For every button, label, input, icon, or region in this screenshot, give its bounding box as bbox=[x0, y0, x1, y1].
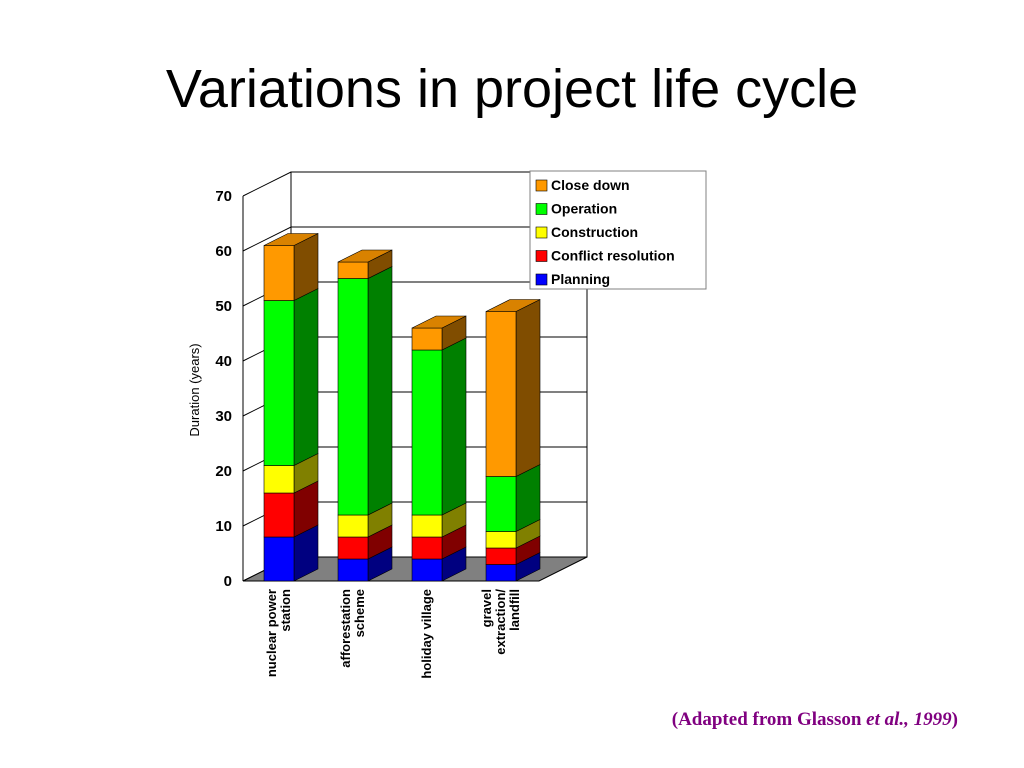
bar-close-down-front bbox=[337, 261, 369, 279]
y-tick-label: 60 bbox=[215, 243, 232, 260]
bar-operation-side bbox=[293, 288, 319, 466]
x-category-label: holiday village bbox=[419, 589, 434, 679]
bars-group bbox=[263, 233, 541, 582]
bar-top bbox=[263, 233, 319, 246]
citation-suffix: ) bbox=[951, 709, 958, 730]
bar-close-down-front bbox=[485, 311, 517, 477]
bar-planning-front bbox=[337, 558, 369, 582]
bar-close-down-front bbox=[263, 245, 295, 301]
x-category-label: gravelextraction/landfill bbox=[479, 589, 522, 655]
y-tick-label: 30 bbox=[215, 408, 232, 425]
y-axis-ticks: 0 10 20 30 40 50 60 70 bbox=[215, 188, 232, 590]
bar-top bbox=[337, 249, 393, 263]
bar-construction-front bbox=[337, 514, 369, 538]
bar-operation-front bbox=[263, 300, 295, 466]
bar-stack bbox=[485, 299, 541, 582]
legend-swatch-planning bbox=[535, 273, 548, 286]
bar-construction-front bbox=[263, 465, 295, 494]
bar-conflict-resolution-front bbox=[337, 536, 369, 560]
y-tick-label: 20 bbox=[215, 463, 232, 480]
legend-label-operation: Operation bbox=[551, 201, 617, 217]
legend-label-conflict-resolution: Conflict resolution bbox=[551, 248, 675, 264]
y-tick-label: 70 bbox=[215, 188, 232, 205]
y-tick-label: 0 bbox=[224, 573, 232, 590]
x-axis-labels: nuclear powerstation afforestationscheme h… bbox=[264, 589, 522, 679]
bar-operation-front bbox=[411, 349, 443, 516]
bar-operation-front bbox=[337, 278, 369, 516]
citation-italic: et al., 1999 bbox=[866, 709, 952, 730]
bar-construction-front bbox=[485, 531, 517, 549]
legend: Close down Operation Construction Conflict … bbox=[529, 170, 707, 290]
y-tick-label: 40 bbox=[215, 353, 232, 370]
bar-operation-side bbox=[441, 337, 467, 516]
y-axis-label: Duration (years) bbox=[187, 343, 202, 436]
bar-planning-front bbox=[485, 564, 517, 582]
citation: (Adapted from Glasson et al., 1999) bbox=[672, 709, 958, 731]
legend-swatch-conflict-resolution bbox=[535, 250, 548, 262]
citation-prefix: (Adapted from Glasson bbox=[671, 709, 867, 730]
bar-top bbox=[411, 315, 467, 329]
legend-box bbox=[529, 170, 707, 290]
legend-label-planning: Planning bbox=[551, 271, 610, 287]
legend-label-construction: Construction bbox=[551, 224, 638, 240]
y-tick-label: 50 bbox=[215, 298, 232, 315]
bar-operation-front bbox=[485, 476, 517, 532]
bar-planning-front bbox=[411, 558, 443, 582]
legend-swatch-construction bbox=[535, 226, 548, 239]
bar-close-down-side bbox=[515, 299, 541, 477]
x-category-label: nuclear powerstation bbox=[264, 589, 293, 677]
bar-close-down-front bbox=[411, 327, 443, 351]
bar-construction-front bbox=[411, 514, 443, 538]
bar-stack bbox=[411, 315, 467, 582]
bar-conflict-resolution-front bbox=[263, 492, 295, 538]
legend-swatch-operation bbox=[535, 203, 548, 215]
y-tick-label: 10 bbox=[215, 518, 232, 535]
bar-top bbox=[485, 299, 541, 312]
bar-stack bbox=[337, 249, 393, 582]
bar-conflict-resolution-front bbox=[411, 536, 443, 560]
slide-title: Variations in project life cycle bbox=[165, 59, 859, 119]
legend-label-close-down: Close down bbox=[551, 177, 630, 193]
bar-operation-side bbox=[367, 266, 393, 516]
x-category-label: afforestationscheme bbox=[338, 589, 367, 668]
bar-planning-front bbox=[263, 536, 295, 582]
legend-swatch-close-down bbox=[535, 179, 548, 192]
bar-conflict-resolution-front bbox=[485, 547, 517, 565]
bar-stack bbox=[263, 233, 319, 582]
